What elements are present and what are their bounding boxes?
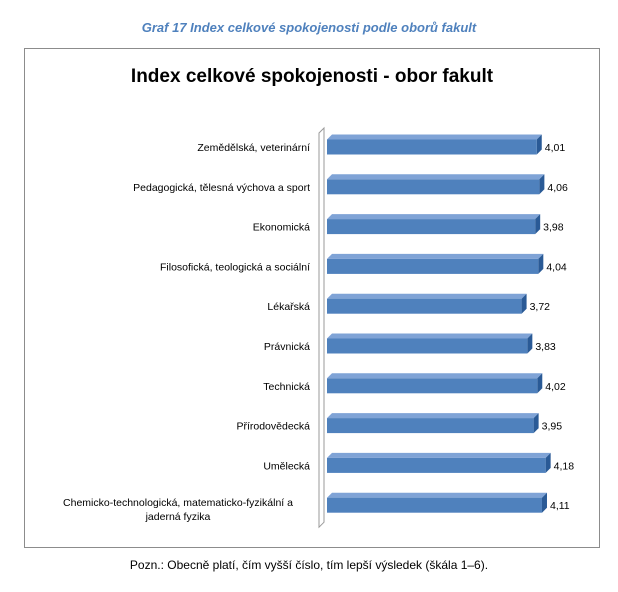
bar: [327, 139, 537, 155]
bar-end: [539, 174, 545, 195]
data-label: 4,04: [546, 261, 567, 273]
bar-top: [327, 174, 545, 180]
data-label: 4,01: [545, 142, 566, 154]
category-label: Právnická: [264, 341, 310, 353]
bar-end: [536, 134, 542, 155]
bar-end: [527, 333, 533, 354]
bar-top: [327, 373, 543, 379]
bar-end: [545, 452, 551, 473]
bar: [327, 298, 522, 314]
chart-frame: [24, 48, 600, 548]
bar-top: [327, 253, 544, 259]
bar: [327, 497, 542, 513]
bar: [327, 457, 546, 473]
data-label: 3,83: [535, 341, 556, 353]
axis-wall: [318, 126, 325, 529]
bar-top: [327, 134, 542, 140]
bar-top: [327, 492, 547, 498]
chart-title: Index celkové spokojenosti - obor fakult: [130, 66, 494, 87]
bar: [327, 179, 540, 195]
category-label: Zemědělská, veterinární: [197, 142, 310, 154]
category-label: Ekonomická: [253, 222, 310, 234]
figure-caption: Graf 17 Index celkové spokojenosti podle…: [141, 20, 477, 35]
data-label: 4,06: [547, 182, 568, 194]
category-label: Technická: [263, 381, 310, 393]
bar-end: [537, 373, 543, 394]
bar: [327, 378, 538, 394]
bar: [327, 258, 539, 274]
data-label: 4,18: [554, 460, 575, 472]
category-label: Filosofická, teologická a sociální: [160, 261, 310, 273]
bar: [327, 418, 534, 434]
bar-end: [541, 492, 547, 513]
category-label: Chemicko-technologická, matematicko-fyzi…: [63, 497, 293, 509]
bar-top: [327, 333, 533, 339]
category-label: Umělecká: [263, 460, 310, 472]
bar-end: [535, 214, 541, 235]
bar-top: [327, 214, 541, 220]
data-label: 3,72: [530, 301, 551, 313]
bar-end: [521, 293, 527, 314]
data-label: 4,11: [550, 500, 570, 512]
data-label: 3,95: [542, 421, 563, 433]
bar-top: [327, 452, 551, 458]
data-label: 3,98: [543, 222, 564, 234]
bar-end: [533, 413, 539, 434]
bar: [327, 219, 536, 235]
bar-top: [327, 413, 539, 419]
category-label: Přírodovědecká: [236, 421, 310, 433]
bar: [327, 338, 528, 354]
category-label: Pedagogická, tělesná výchova a sport: [133, 182, 310, 194]
category-label: jaderná fyzika: [145, 511, 211, 523]
category-label: Lékařská: [267, 301, 310, 313]
data-label: 4,02: [545, 381, 566, 393]
bar-top: [327, 293, 527, 299]
bar-end: [538, 253, 544, 274]
footnote: Pozn.: Obecně platí, čím vyšší číslo, tí…: [129, 558, 489, 572]
